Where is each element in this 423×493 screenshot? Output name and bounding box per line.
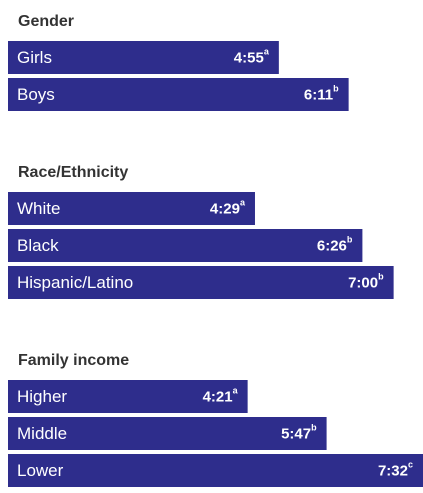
category-label: Black: [17, 236, 59, 255]
category-label: White: [17, 199, 60, 218]
value-note: b: [333, 84, 339, 94]
value-note: a: [264, 47, 270, 57]
value-label: 4:29a: [210, 198, 246, 218]
bar: [8, 229, 363, 262]
group-title: Gender: [18, 13, 74, 30]
category-label: Boys: [17, 85, 55, 104]
bar: [8, 41, 279, 74]
bar: [8, 192, 255, 225]
group-title: Race/Ethnicity: [18, 164, 128, 181]
bar: [8, 454, 423, 487]
value-note: b: [311, 423, 317, 433]
value-label: 6:11b: [304, 84, 339, 104]
value-text: 6:26: [317, 237, 347, 254]
value-note: a: [233, 386, 239, 396]
value-text: 7:00: [348, 274, 378, 291]
value-note: a: [240, 198, 246, 208]
value-text: 5:47: [281, 425, 311, 442]
value-label: 6:26b: [317, 235, 353, 255]
value-text: 6:11: [304, 86, 333, 103]
group-title: Family income: [18, 352, 129, 369]
value-label: 4:21a: [203, 386, 239, 406]
value-label: 5:47b: [281, 423, 317, 443]
value-note: b: [347, 235, 353, 245]
bar: [8, 417, 327, 450]
category-label: Hispanic/Latino: [17, 273, 133, 292]
value-label: 4:55a: [234, 47, 270, 67]
bar: [8, 380, 248, 413]
value-note: c: [408, 460, 413, 470]
category-label: Middle: [17, 424, 67, 443]
value-note: b: [378, 272, 384, 282]
value-text: 7:32: [378, 462, 408, 479]
category-label: Girls: [17, 48, 52, 67]
category-label: Higher: [17, 387, 67, 406]
value-label: 7:32c: [378, 460, 413, 480]
bar: [8, 266, 394, 299]
category-label: Lower: [17, 461, 64, 480]
value-text: 4:55: [234, 49, 264, 66]
value-text: 4:29: [210, 200, 240, 217]
value-text: 4:21: [203, 388, 233, 405]
value-label: 7:00b: [348, 272, 384, 292]
bar: [8, 78, 349, 111]
